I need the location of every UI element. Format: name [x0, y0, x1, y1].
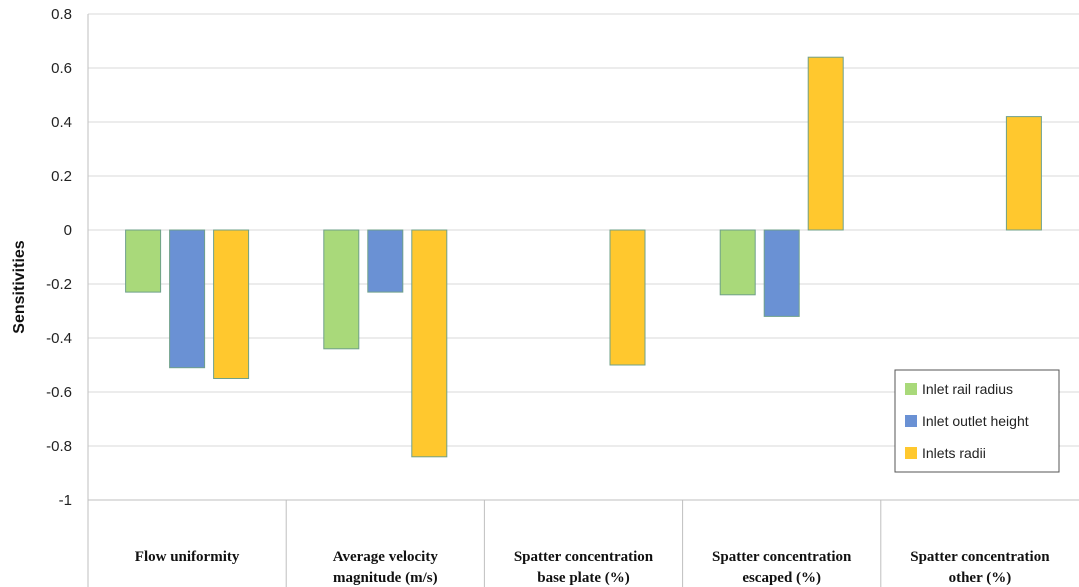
- y-tick-label: 0.4: [51, 114, 72, 131]
- category-label: Flow uniformity: [135, 549, 240, 565]
- category-label: Average velocity: [333, 549, 439, 565]
- legend-swatch: [905, 447, 917, 459]
- legend-label: Inlet rail radius: [922, 381, 1013, 397]
- bar-inlets-radii: [213, 229, 250, 379]
- bar-inlet-rail-radius: [323, 229, 360, 350]
- legend: Inlet rail radius Inlet outlet height Inle…: [894, 369, 1060, 473]
- y-tick-label: 0.6: [51, 60, 72, 77]
- legend-box: [894, 369, 1060, 473]
- category-label: magnitude (m/s): [333, 570, 438, 586]
- y-tick-label: 0.2: [51, 168, 72, 185]
- category-label: Spatter concentration: [514, 549, 654, 565]
- category-label: base plate (%): [537, 570, 630, 586]
- legend-label: Inlet outlet height: [922, 413, 1029, 429]
- bar-inlets-radii: [1005, 116, 1042, 231]
- bar-inlets-radii: [411, 229, 448, 458]
- y-tick-labels: 0.8 0.6 0.4 0.2 0 -0.2 -0.4 -0.6 -0.8 -1: [46, 6, 72, 509]
- y-tick-label: -1: [59, 492, 72, 509]
- y-tick-label: -0.8: [46, 438, 72, 455]
- y-tick-label: -0.4: [46, 330, 72, 347]
- bar-inlets-radii: [807, 56, 844, 231]
- y-axis-label: Sensitivities: [11, 240, 28, 333]
- bar-inlets-radii: [609, 229, 646, 366]
- bar-inlet-outlet-height: [169, 229, 206, 369]
- bar-inlet-outlet-height: [367, 229, 404, 293]
- legend-label: Inlets radii: [922, 445, 986, 461]
- axes: [87, 14, 1079, 587]
- y-tick-label: 0: [64, 222, 72, 239]
- legend-swatch: [905, 383, 917, 395]
- category-label: other (%): [949, 570, 1012, 586]
- category-label: Spatter concentration: [712, 549, 852, 565]
- y-tick-label: 0.8: [51, 6, 72, 23]
- bar-inlet-outlet-height: [763, 229, 800, 317]
- category-label: escaped (%): [742, 570, 821, 586]
- legend-swatch: [905, 415, 917, 427]
- y-tick-label: -0.6: [46, 384, 72, 401]
- category-label: Spatter concentration: [910, 549, 1050, 565]
- bar-inlet-rail-radius: [719, 229, 756, 296]
- bar-inlet-rail-radius: [125, 229, 162, 293]
- bars: [125, 56, 1042, 458]
- y-tick-label: -0.2: [46, 276, 72, 293]
- category-labels: Flow uniformity Average velocity magnitude…: [135, 549, 1050, 586]
